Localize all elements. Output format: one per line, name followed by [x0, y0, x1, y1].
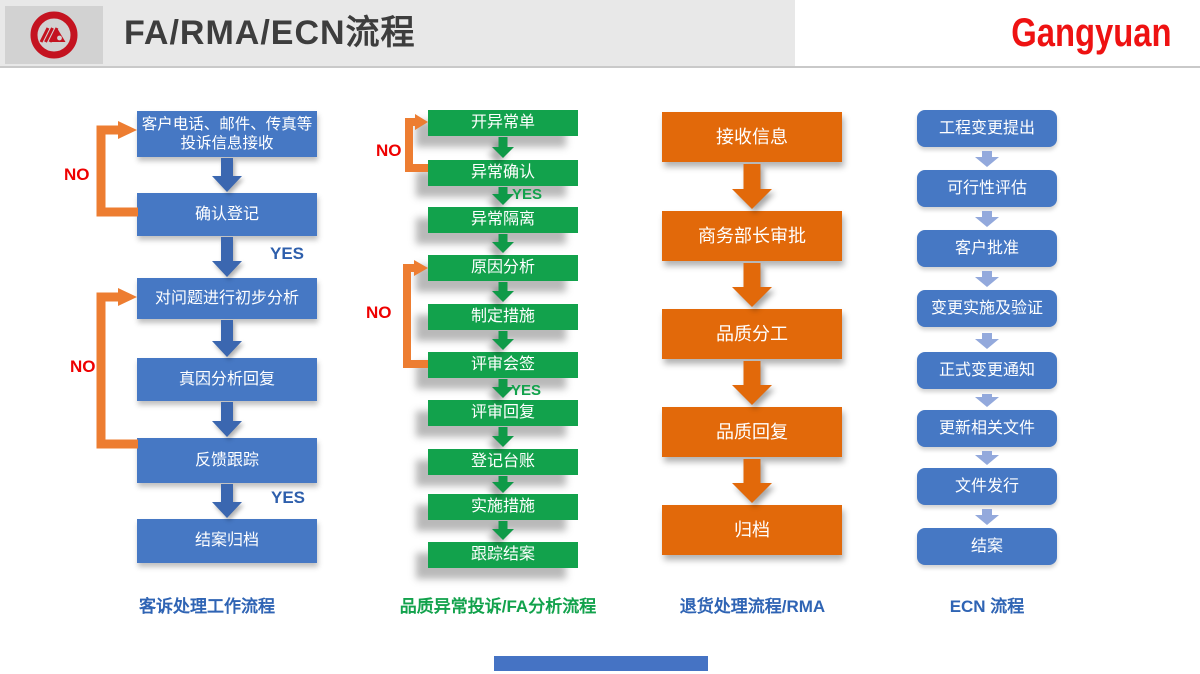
- flow4-step-6: 更新相关文件: [917, 410, 1057, 447]
- yes-label: YES: [270, 244, 305, 263]
- down-arrow: [492, 427, 514, 447]
- down-arrow: [212, 158, 242, 192]
- flow4-caption: ECN 流程: [949, 597, 1025, 616]
- flow1-step-1: 客户电话、邮件、传真等 投诉信息接收: [137, 111, 317, 157]
- page-title: FA/RMA/ECN流程: [124, 14, 416, 52]
- yes-label: YES: [511, 382, 542, 399]
- down-arrow: [975, 333, 999, 349]
- down-arrow: [492, 331, 514, 350]
- down-arrow: [975, 151, 999, 167]
- down-arrow: [975, 509, 999, 525]
- flow4-step-2: 可行性评估: [917, 170, 1057, 207]
- logo-block: [5, 6, 103, 64]
- flow2-step-3: 异常隔离: [428, 207, 578, 233]
- down-arrow: [975, 451, 999, 465]
- down-arrow: [975, 394, 999, 407]
- down-arrow: [212, 484, 242, 518]
- flow2-step-10: 跟踪结案: [428, 542, 578, 568]
- flow3-step-4: 品质回复: [662, 407, 842, 457]
- flow4-step-7: 文件发行: [917, 468, 1057, 505]
- flow2-step-9: 实施措施: [428, 494, 578, 520]
- loopback-arrow: [96, 121, 138, 217]
- flow2-step-1: 开异常单: [428, 110, 578, 136]
- flow2-step-7: 评审回复: [428, 400, 578, 426]
- loopback-arrow: [403, 260, 428, 368]
- flow4-step-8: 结案: [917, 528, 1057, 565]
- down-arrow: [732, 263, 772, 307]
- flow4-step-3: 客户批准: [917, 230, 1057, 267]
- down-arrow: [492, 521, 514, 540]
- down-arrow: [212, 237, 242, 277]
- loopback-arrow: [405, 114, 428, 172]
- no-label: NO: [366, 303, 392, 322]
- flow2-step-8: 登记台账: [428, 449, 578, 475]
- down-arrow: [492, 282, 514, 302]
- flow1-step-6: 结案归档: [137, 519, 317, 563]
- loopback-arrow: [96, 288, 138, 449]
- down-arrow: [732, 164, 772, 209]
- no-label: NO: [64, 165, 90, 184]
- yes-label: YES: [271, 488, 306, 507]
- down-arrow: [492, 476, 514, 493]
- header: FA/RMA/ECN流程 Gangyuan: [0, 0, 1200, 68]
- down-arrow: [732, 361, 772, 405]
- flow3-step-2: 商务部长审批: [662, 211, 842, 261]
- down-arrow: [492, 234, 514, 253]
- flow1-step-5: 反馈跟踪: [137, 438, 317, 483]
- brand-logotype: Gangyuan: [1011, 11, 1172, 55]
- flow2-step-2: 异常确认: [428, 160, 578, 186]
- flow1-caption: 客诉处理工作流程: [139, 597, 275, 616]
- no-label: NO: [70, 357, 96, 376]
- down-arrow: [975, 211, 999, 227]
- header-gray-band: [0, 0, 795, 66]
- no-label: NO: [376, 141, 402, 160]
- down-arrow: [212, 320, 242, 357]
- yes-label: YES: [512, 186, 543, 203]
- flow3-step-5: 归档: [662, 505, 842, 555]
- down-arrow: [975, 271, 999, 287]
- flow4-step-1: 工程变更提出: [917, 110, 1057, 147]
- flow1-step-3: 对问题进行初步分析: [137, 278, 317, 319]
- down-arrow: [212, 402, 242, 437]
- flow3-step-3: 品质分工: [662, 309, 842, 359]
- slide-footer-bar: [494, 656, 708, 671]
- down-arrow: [492, 137, 514, 158]
- flow3-caption: 退货处理流程/RMA: [679, 597, 826, 616]
- flow2-step-4: 原因分析: [428, 255, 578, 281]
- gangyuan-logo-icon: [30, 11, 78, 59]
- flow4-step-5: 正式变更通知: [917, 352, 1057, 389]
- down-arrow: [492, 187, 514, 205]
- flow2-step-5: 制定措施: [428, 304, 578, 330]
- down-arrow: [492, 379, 514, 398]
- flow1-step-4: 真因分析回复: [137, 358, 317, 401]
- flow3-step-1: 接收信息: [662, 112, 842, 162]
- flow2-caption: 品质异常投诉/FA分析流程: [399, 597, 597, 616]
- flow2-step-6: 评审会签: [428, 352, 578, 378]
- flow4-step-4: 变更实施及验证: [917, 290, 1057, 327]
- flow1-step-2: 确认登记: [137, 193, 317, 236]
- down-arrow: [732, 459, 772, 503]
